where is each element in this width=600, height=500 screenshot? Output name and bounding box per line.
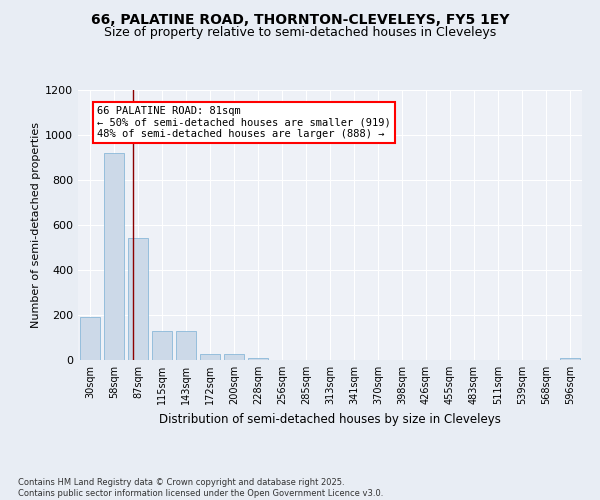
Bar	[200, 354, 220, 360]
Y-axis label: Number of semi-detached properties: Number of semi-detached properties	[31, 122, 41, 328]
Bar	[560, 358, 580, 360]
Bar	[128, 238, 148, 360]
Bar	[80, 318, 100, 360]
Text: Contains HM Land Registry data © Crown copyright and database right 2025.
Contai: Contains HM Land Registry data © Crown c…	[18, 478, 383, 498]
Bar	[248, 358, 268, 360]
Bar	[176, 331, 196, 360]
Text: Size of property relative to semi-detached houses in Cleveleys: Size of property relative to semi-detach…	[104, 26, 496, 39]
Bar	[104, 153, 124, 360]
X-axis label: Distribution of semi-detached houses by size in Cleveleys: Distribution of semi-detached houses by …	[159, 412, 501, 426]
Bar	[152, 331, 172, 360]
Text: 66 PALATINE ROAD: 81sqm
← 50% of semi-detached houses are smaller (919)
48% of s: 66 PALATINE ROAD: 81sqm ← 50% of semi-de…	[97, 106, 391, 139]
Text: 66, PALATINE ROAD, THORNTON-CLEVELEYS, FY5 1EY: 66, PALATINE ROAD, THORNTON-CLEVELEYS, F…	[91, 12, 509, 26]
Bar	[224, 354, 244, 360]
